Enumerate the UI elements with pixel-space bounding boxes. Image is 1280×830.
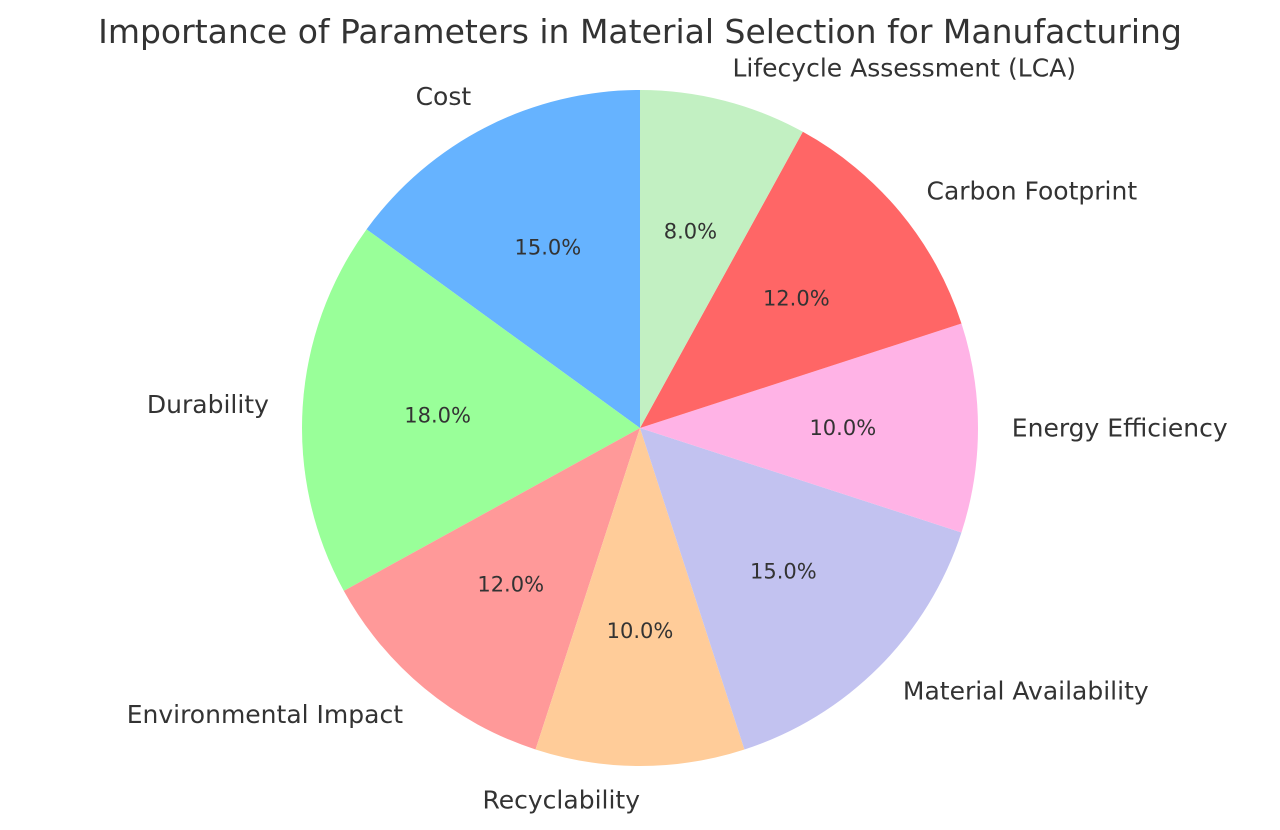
pie-slices bbox=[302, 90, 979, 767]
category-label-carbon-footprint: Carbon Footprint bbox=[927, 177, 1138, 206]
category-label-lifecycle-assessment-lca: Lifecycle Assessment (LCA) bbox=[733, 53, 1077, 82]
slice-material-availability bbox=[640, 428, 962, 750]
category-label-environmental-impact: Environmental Impact bbox=[127, 700, 404, 729]
pct-label-durability: 18.0% bbox=[404, 403, 471, 427]
category-label-material-availability: Material Availability bbox=[903, 676, 1149, 705]
percentage-labels: 15.0% 18.0% 12.0% 10.0% 15.0% 10.0% 12.0% 8.0% bbox=[404, 220, 876, 643]
pct-label-environmental-impact: 12.0% bbox=[477, 572, 544, 596]
slice-lifecycle-assessment-lca bbox=[640, 90, 803, 428]
category-label-cost: Cost bbox=[416, 82, 472, 111]
pct-label-lifecycle-assessment-lca: 8.0% bbox=[664, 220, 717, 244]
slice-durability bbox=[302, 229, 640, 591]
category-label-energy-efficiency: Energy Efficiency bbox=[1012, 414, 1228, 443]
slice-carbon-footprint bbox=[640, 131, 962, 428]
slice-energy-efficiency bbox=[640, 323, 979, 533]
slice-cost bbox=[366, 90, 640, 428]
pct-label-carbon-footprint: 12.0% bbox=[763, 287, 830, 311]
chart-title: Importance of Parameters in Material Sel… bbox=[98, 12, 1182, 51]
slice-environmental-impact bbox=[343, 428, 640, 750]
pct-label-energy-efficiency: 10.0% bbox=[809, 416, 876, 440]
pct-label-material-availability: 15.0% bbox=[750, 559, 817, 583]
pct-label-recyclability: 10.0% bbox=[607, 619, 674, 643]
category-label-durability: Durability bbox=[147, 390, 269, 419]
category-label-recyclability: Recyclability bbox=[483, 785, 641, 814]
slice-recyclability bbox=[535, 428, 745, 767]
category-labels: Cost Durability Environmental Impact Recycl… bbox=[127, 53, 1228, 814]
pct-label-cost: 15.0% bbox=[515, 235, 582, 259]
